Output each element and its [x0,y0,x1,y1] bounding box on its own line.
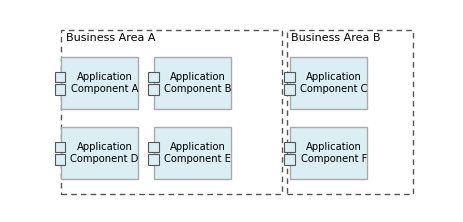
FancyBboxPatch shape [284,84,295,95]
FancyBboxPatch shape [55,142,65,152]
FancyBboxPatch shape [284,71,295,82]
FancyBboxPatch shape [284,142,295,152]
FancyBboxPatch shape [154,57,231,109]
Text: Application
Component F: Application Component F [301,142,367,164]
Text: Application
Component D: Application Component D [70,142,139,164]
FancyBboxPatch shape [290,127,367,179]
Text: Application
Component E: Application Component E [164,142,231,164]
FancyBboxPatch shape [290,57,367,109]
FancyBboxPatch shape [61,57,138,109]
Text: Application
Component A: Application Component A [71,72,138,94]
FancyBboxPatch shape [55,84,65,95]
FancyBboxPatch shape [55,154,65,165]
Text: Application
Component B: Application Component B [164,72,232,94]
FancyBboxPatch shape [284,154,295,165]
FancyBboxPatch shape [148,71,159,82]
FancyBboxPatch shape [61,127,138,179]
Text: Business Area B: Business Area B [291,33,381,43]
Text: Application
Component C: Application Component C [300,72,368,94]
FancyBboxPatch shape [154,127,231,179]
FancyBboxPatch shape [55,71,65,82]
FancyBboxPatch shape [148,84,159,95]
FancyBboxPatch shape [148,154,159,165]
FancyBboxPatch shape [148,142,159,152]
Text: Business Area A: Business Area A [66,33,155,43]
